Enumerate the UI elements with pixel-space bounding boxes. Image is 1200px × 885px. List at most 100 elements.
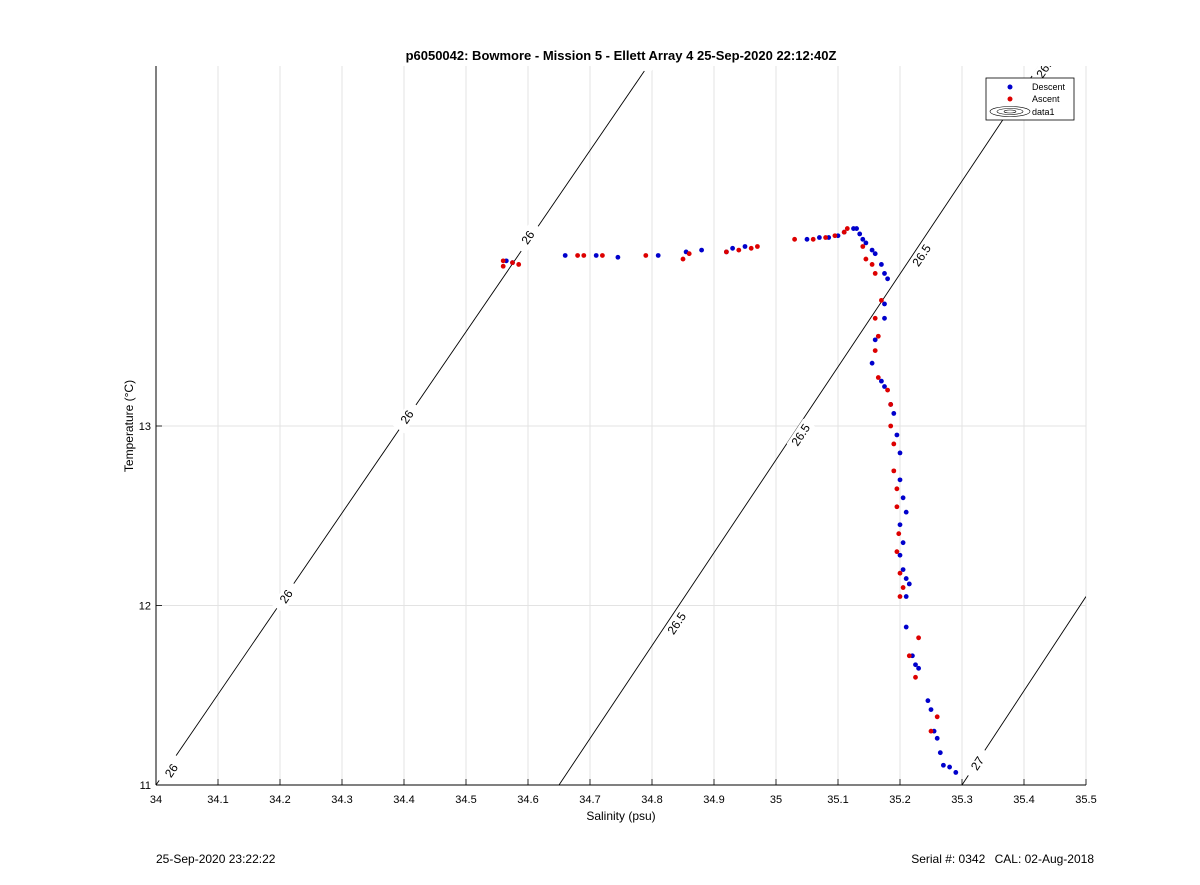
ascent-point [600, 253, 605, 258]
ascent-point [894, 549, 900, 555]
calibration-date: CAL: 02-Aug-2018 [994, 852, 1094, 866]
legend-ascent-label: Ascent [1032, 94, 1060, 104]
legend: Descent Ascent data1 [985, 77, 1075, 121]
legend-descent-marker [1007, 84, 1013, 90]
descent-point [894, 432, 900, 438]
ascent-point [885, 387, 890, 393]
descent-point [897, 552, 903, 558]
ascent-point [897, 594, 903, 599]
x-tick-label: 34.1 [207, 794, 228, 806]
ascent-point [863, 256, 869, 262]
descent-point [730, 245, 735, 251]
y-axis-label: Temperature (°C) [122, 380, 136, 472]
ascent-point [643, 253, 649, 258]
ascent-point [894, 504, 900, 510]
ascent-point [748, 245, 754, 251]
descent-point [857, 231, 863, 237]
x-tick-label: 34 [150, 794, 162, 806]
descent-point [615, 254, 621, 260]
descent-point [941, 762, 946, 768]
descent-point [903, 509, 909, 515]
ascent-point [872, 348, 878, 354]
chart-title: p6050042: Bowmore - Mission 5 - Ellett A… [406, 48, 837, 63]
descent-point [882, 301, 887, 307]
descent-point [897, 450, 903, 456]
descent-point [885, 276, 890, 282]
ascent-point [897, 570, 903, 576]
isopycnal-label-bg [1031, 66, 1060, 84]
descent-point [699, 247, 704, 253]
ascent-point [891, 468, 897, 474]
descent-point [934, 735, 940, 741]
descent-point [925, 698, 931, 704]
legend-ascent-marker [1007, 96, 1013, 102]
ascent-point [888, 423, 894, 429]
ascent-point [913, 674, 918, 680]
isopycnal-label-bg [907, 239, 936, 272]
data-points [500, 226, 959, 775]
x-tick-label: 34.9 [703, 794, 724, 806]
ascent-point [875, 333, 881, 339]
ascent-point [500, 258, 506, 264]
ascent-point [841, 229, 847, 235]
x-tick-label: 35.1 [827, 794, 848, 806]
x-tick-label: 34.4 [393, 794, 414, 806]
isopycnal-label: 26 [642, 48, 661, 67]
descent-point [900, 495, 906, 501]
legend-box [985, 77, 1075, 121]
descent-point [903, 594, 909, 599]
isopycnal-label: 26.5 [1033, 53, 1058, 80]
descent-point [928, 707, 934, 713]
ascent-point [736, 247, 742, 253]
ascent-point [844, 226, 850, 231]
descent-point [804, 236, 810, 242]
isopycnal-line [156, 66, 649, 785]
ascent-point [906, 653, 912, 659]
y-tick-label: 12 [139, 601, 151, 613]
descent-point [851, 226, 856, 231]
ascent-point [510, 260, 515, 266]
ascent-point [879, 297, 884, 303]
descent-point [879, 262, 884, 267]
ascent-point [928, 728, 934, 734]
descent-point [869, 247, 875, 253]
ascent-point [516, 262, 522, 267]
isopycnal-label-bg [392, 400, 422, 434]
ascent-point [686, 251, 692, 257]
ascent-point [755, 244, 760, 249]
ascent-point [724, 249, 729, 255]
isopycnal-label-bg [637, 66, 667, 75]
ascent-point [872, 315, 878, 321]
descent-point [906, 581, 912, 587]
serial-number: Serial #: 0342 [911, 852, 986, 866]
ascent-point [860, 244, 866, 249]
ascent-point [896, 531, 902, 537]
isopycnal-line [558, 66, 1040, 785]
x-tick-label: 35 [770, 794, 782, 806]
descent-point [655, 253, 661, 258]
ascent-point [832, 233, 838, 239]
isopycnal-label-bg [662, 607, 691, 640]
descent-point [900, 567, 906, 572]
descent-point [903, 576, 909, 581]
ascent-point [581, 253, 587, 258]
ascent-point [869, 262, 875, 267]
x-tick-label: 34.6 [517, 794, 538, 806]
isopycnal-contours: 25.525.526262626262626.526.526.526.527 [156, 48, 1086, 785]
descent-point [897, 522, 903, 528]
descent-point [916, 665, 921, 671]
descent-point [882, 315, 887, 321]
ascent-point [500, 263, 506, 269]
footer-serial-cal: Serial #: 0342 CAL: 02-Aug-2018 [911, 852, 1094, 866]
ascent-point [875, 375, 881, 380]
descent-point [593, 253, 599, 258]
ascent-point [900, 585, 906, 590]
x-tick-label: 35.5 [1075, 794, 1096, 806]
descent-point [562, 253, 568, 258]
y-tick-label: 13 [139, 421, 151, 433]
x-tick-label: 35.4 [1013, 794, 1034, 806]
ascent-point [934, 714, 940, 720]
descent-point [947, 764, 952, 770]
x-tick-label: 34.3 [331, 794, 352, 806]
legend-data1-label: data1 [1032, 107, 1055, 117]
